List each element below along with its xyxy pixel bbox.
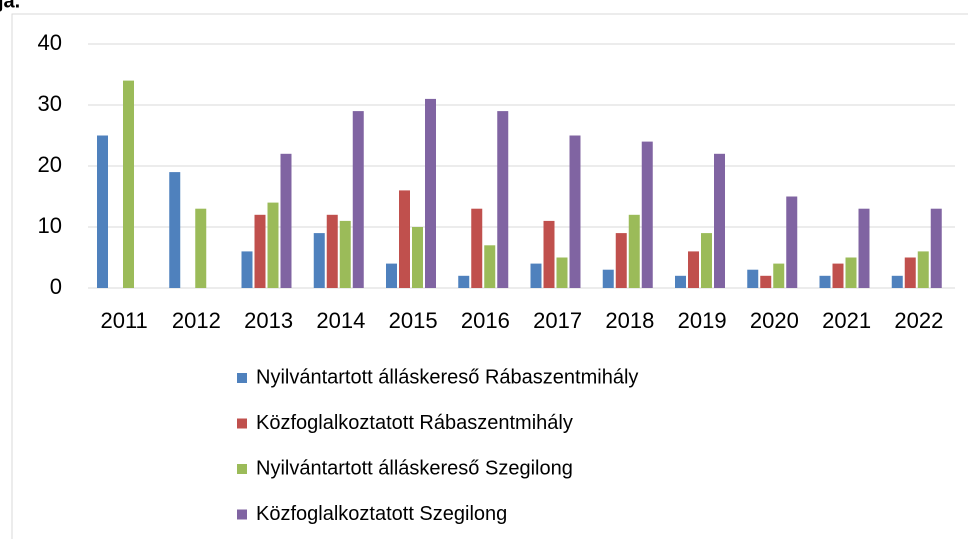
bar: [760, 275, 772, 288]
x-tick-label: 2013: [244, 308, 293, 333]
bar: [386, 263, 397, 288]
legend-swatch: [237, 418, 247, 429]
bar: [819, 275, 831, 288]
bar: [412, 227, 423, 288]
bar: [399, 190, 410, 288]
bar: [326, 214, 338, 288]
x-tick-label: 2012: [172, 308, 221, 333]
bar: [267, 202, 279, 288]
x-tick-label: 2015: [389, 308, 438, 333]
x-tick-label: 2011: [100, 308, 147, 333]
x-tick-label: 2017: [533, 308, 582, 333]
bar: [891, 275, 903, 288]
bar: [254, 214, 266, 288]
bar: [497, 111, 509, 288]
legend-swatch: [237, 464, 247, 474]
chart-title: ja.: [0, 0, 20, 12]
bar: [313, 233, 325, 288]
bar: [858, 208, 870, 288]
legend-label: Közfoglalkoztatott Rábaszentmihály: [256, 412, 573, 434]
bar: [773, 263, 785, 288]
bar: [280, 153, 292, 288]
x-tick-label: 2014: [316, 308, 365, 333]
bar: [352, 111, 364, 288]
y-tick-label: 10: [38, 213, 62, 238]
bar: [930, 208, 942, 288]
legend-label: Nyilvántartott álláskereső Rábaszentmihá…: [256, 366, 638, 388]
bar: [714, 153, 725, 288]
bar: [747, 269, 759, 288]
bar: [675, 275, 686, 288]
bar: [556, 257, 568, 288]
x-tick-label: 2020: [750, 308, 799, 333]
bar: [628, 214, 640, 288]
bar: [530, 263, 542, 288]
bar: [195, 208, 207, 288]
x-tick-label: 2022: [894, 308, 943, 333]
bar: [484, 245, 496, 288]
bar: [169, 172, 181, 288]
bar: [123, 80, 134, 288]
legend-label: Nyilvántartott álláskereső Szegilong: [256, 457, 573, 479]
bar: [701, 233, 712, 288]
y-tick-label: 30: [38, 91, 62, 116]
x-tick-label: 2021: [822, 308, 871, 333]
x-tick-label: 2016: [461, 308, 510, 333]
x-tick-label: 2019: [678, 308, 727, 333]
bar: [602, 269, 614, 288]
y-tick-label: 20: [38, 152, 62, 177]
legend-swatch: [237, 373, 247, 383]
bar: [641, 141, 653, 288]
bar: [339, 220, 351, 288]
legend-swatch: [237, 509, 247, 520]
x-tick-label: 2018: [605, 308, 654, 333]
bar: [688, 251, 699, 288]
bar: [904, 257, 916, 288]
legend-label: Közfoglalkoztatott Szegilong: [256, 503, 507, 525]
bar: [458, 275, 470, 288]
y-tick-label: 40: [38, 30, 62, 55]
bar: [543, 220, 555, 288]
bar: [615, 233, 627, 288]
bar: [97, 135, 108, 288]
y-tick-label: 0: [50, 274, 62, 299]
bar: [845, 257, 857, 288]
bar: [569, 135, 581, 288]
bar: [241, 251, 253, 288]
bar: [786, 196, 798, 288]
chart-frame: [11, 13, 968, 539]
bar: [917, 251, 929, 288]
bar: [832, 263, 844, 288]
bar: [471, 208, 483, 288]
bar: [425, 98, 436, 289]
